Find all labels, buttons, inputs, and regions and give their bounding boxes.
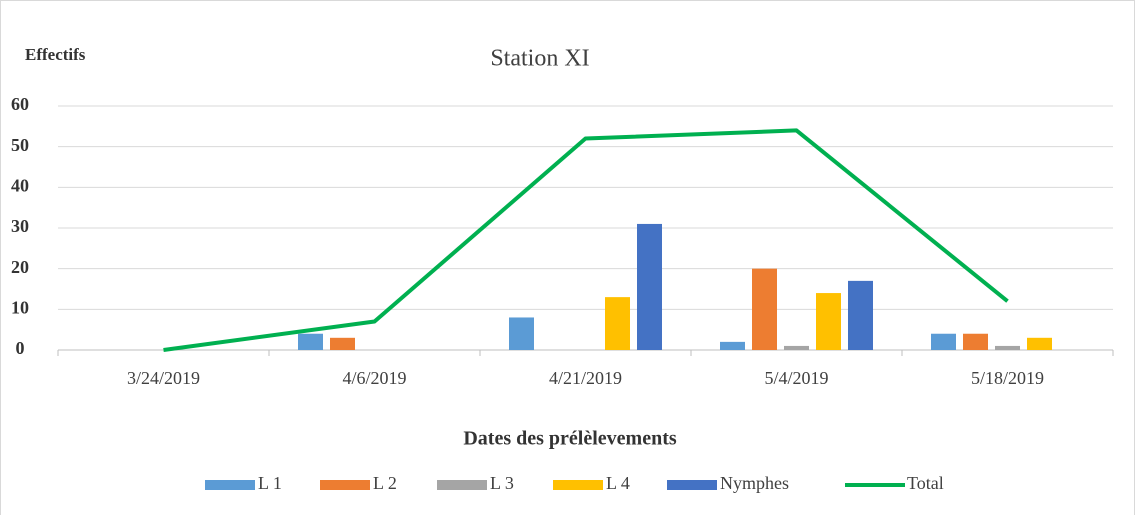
x-tick-label: 3/24/2019 xyxy=(127,368,200,388)
bar xyxy=(298,333,323,350)
bar xyxy=(720,341,745,350)
x-tick-label: 4/21/2019 xyxy=(549,368,622,388)
y-tick-label: 0 xyxy=(16,338,25,358)
y-tick-label: 60 xyxy=(11,94,29,114)
x-tick-label: 5/4/2019 xyxy=(764,368,828,388)
bar xyxy=(330,337,355,350)
y-tick-label: 30 xyxy=(11,216,29,236)
legend-label: L 2 xyxy=(373,473,397,493)
legend-swatch xyxy=(667,480,717,490)
bar xyxy=(752,268,777,350)
legend-swatch xyxy=(437,480,487,490)
legend-swatch xyxy=(553,480,603,490)
x-tick-label: 4/6/2019 xyxy=(342,368,406,388)
x-axis-title: Dates des prélèlevements xyxy=(463,428,676,450)
bar xyxy=(509,317,534,350)
bar xyxy=(931,333,956,350)
legend-swatch xyxy=(205,480,255,490)
bar xyxy=(963,333,988,350)
bar xyxy=(816,293,841,350)
y-tick-label: 20 xyxy=(11,257,29,277)
line xyxy=(163,128,1009,352)
bar xyxy=(605,297,630,350)
bar xyxy=(784,345,809,350)
bar xyxy=(1027,337,1052,350)
legend-label: L 4 xyxy=(606,473,630,493)
y-tick-label: 10 xyxy=(11,297,29,317)
y-tick-label: 40 xyxy=(11,175,29,195)
legend-label: Nymphes xyxy=(720,473,789,493)
x-tick-label: 5/18/2019 xyxy=(971,368,1044,388)
legend-label: L 3 xyxy=(490,473,514,493)
y-axis-title: Effectifs xyxy=(25,45,86,64)
legend-label: Total xyxy=(907,473,944,493)
bar xyxy=(995,345,1020,350)
legend-swatch xyxy=(320,480,370,490)
y-tick-label: 50 xyxy=(11,135,29,155)
bar xyxy=(637,223,662,350)
bar xyxy=(848,280,873,350)
chart-title: Station XI xyxy=(490,46,589,72)
legend-label: L 1 xyxy=(258,473,282,493)
